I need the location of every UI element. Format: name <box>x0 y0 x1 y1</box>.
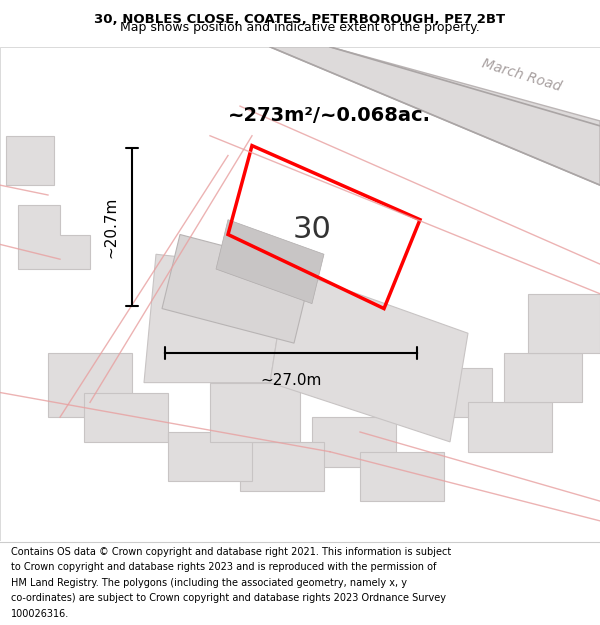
Polygon shape <box>168 432 252 481</box>
Polygon shape <box>504 353 582 402</box>
Polygon shape <box>216 219 324 304</box>
Text: 100026316.: 100026316. <box>11 609 69 619</box>
Polygon shape <box>360 452 444 501</box>
Text: 30: 30 <box>293 215 331 244</box>
Polygon shape <box>528 294 600 353</box>
Text: Contains OS data © Crown copyright and database right 2021. This information is : Contains OS data © Crown copyright and d… <box>11 546 451 556</box>
Polygon shape <box>420 368 492 418</box>
Polygon shape <box>144 254 288 382</box>
Text: HM Land Registry. The polygons (including the associated geometry, namely x, y: HM Land Registry. The polygons (includin… <box>11 578 407 587</box>
Polygon shape <box>210 382 300 442</box>
Text: co-ordinates) are subject to Crown copyright and database rights 2023 Ordnance S: co-ordinates) are subject to Crown copyr… <box>11 593 446 603</box>
Polygon shape <box>162 234 312 343</box>
Polygon shape <box>48 353 132 418</box>
Text: ~20.7m: ~20.7m <box>104 196 119 258</box>
Polygon shape <box>6 136 54 185</box>
Polygon shape <box>270 269 468 442</box>
Polygon shape <box>84 392 168 442</box>
Polygon shape <box>270 47 600 185</box>
Polygon shape <box>18 205 90 269</box>
Text: to Crown copyright and database rights 2023 and is reproduced with the permissio: to Crown copyright and database rights 2… <box>11 562 436 572</box>
Polygon shape <box>468 402 552 452</box>
Text: Map shows position and indicative extent of the property.: Map shows position and indicative extent… <box>120 21 480 34</box>
Polygon shape <box>312 418 396 466</box>
Text: 30, NOBLES CLOSE, COATES, PETERBOROUGH, PE7 2BT: 30, NOBLES CLOSE, COATES, PETERBOROUGH, … <box>94 13 506 26</box>
Text: ~27.0m: ~27.0m <box>260 372 322 388</box>
Text: ~273m²/~0.068ac.: ~273m²/~0.068ac. <box>228 106 431 125</box>
Text: March Road: March Road <box>480 57 563 94</box>
Polygon shape <box>240 442 324 491</box>
